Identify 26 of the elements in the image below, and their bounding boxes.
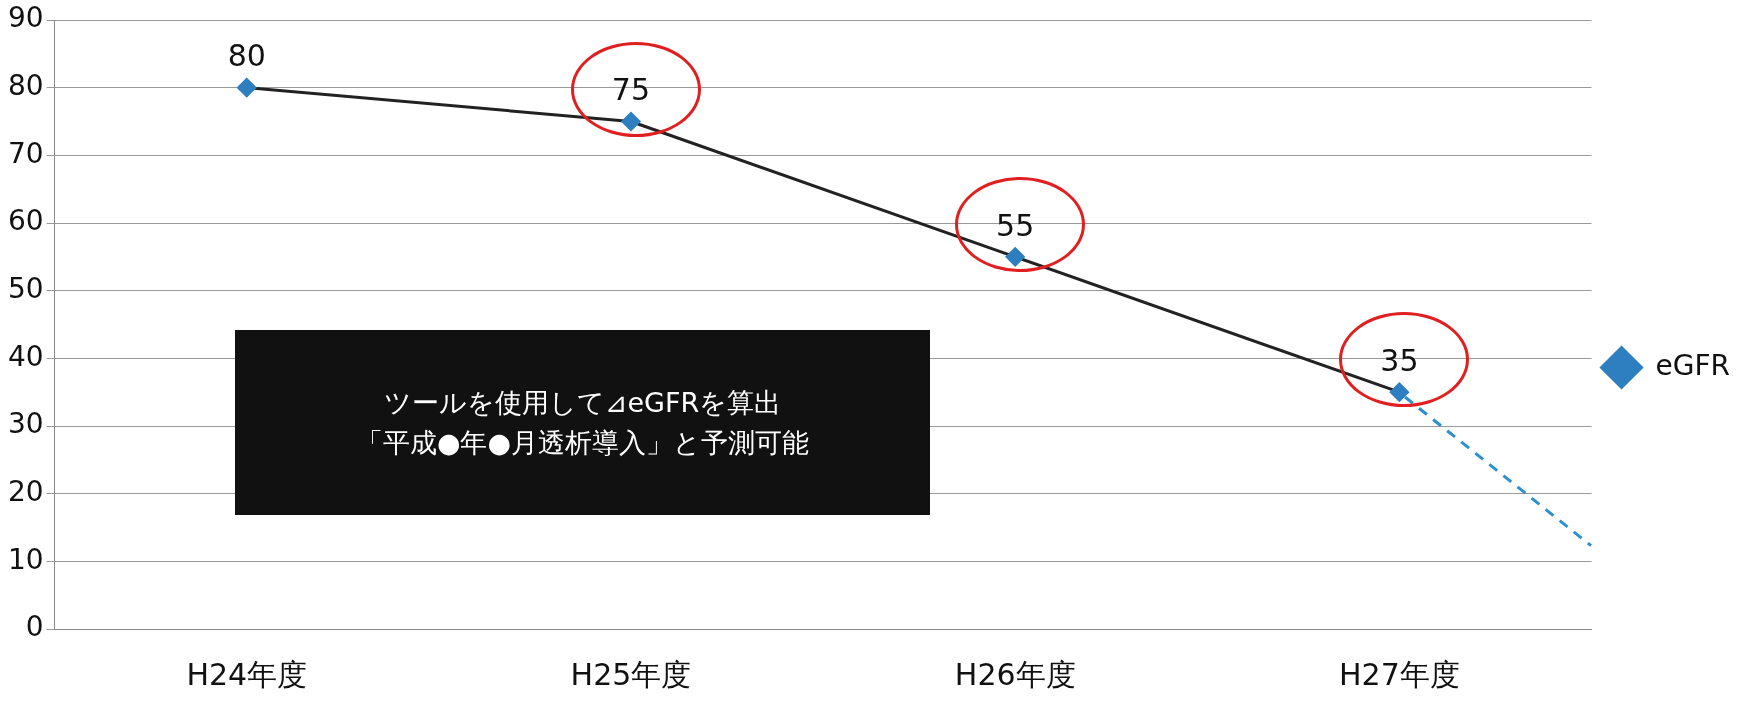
note-box: ツールを使用して⊿eGFRを算出 「平成●年●月透析導入」と予測可能	[235, 330, 930, 515]
x-tick-label: H26年度	[954, 656, 1076, 692]
y-tick-label: 10	[7, 542, 44, 576]
point	[1005, 247, 1025, 267]
y-tick-label: 50	[7, 271, 44, 305]
y-tick-label: 70	[7, 136, 44, 170]
legend-label: eGFR	[1655, 348, 1730, 382]
annotation: ツールを使用して⊿eGFRを算出	[383, 385, 782, 420]
y-tick-label: 90	[7, 1, 44, 35]
x-tick-label: H27年度	[1339, 656, 1460, 692]
y-tick-label: 40	[7, 339, 44, 373]
data-label: 35	[1380, 342, 1419, 378]
y-tick-label: 60	[7, 204, 44, 238]
y-tick-label: 30	[7, 407, 44, 441]
data-label: 75	[611, 72, 651, 108]
x-tick-label: H24年度	[186, 656, 308, 692]
point	[237, 78, 257, 98]
point	[621, 112, 641, 131]
point	[1389, 382, 1409, 402]
data-label: 80	[227, 38, 266, 74]
annotation: 「平成●年●月透析導入」と予測可能	[355, 425, 810, 460]
y-tick-label: 80	[7, 68, 44, 102]
x-tick-label: H25年度	[570, 656, 692, 692]
data-label: 55	[996, 207, 1035, 243]
y-tick-label: 20	[7, 474, 44, 508]
y-tick-label: 0	[25, 610, 44, 644]
